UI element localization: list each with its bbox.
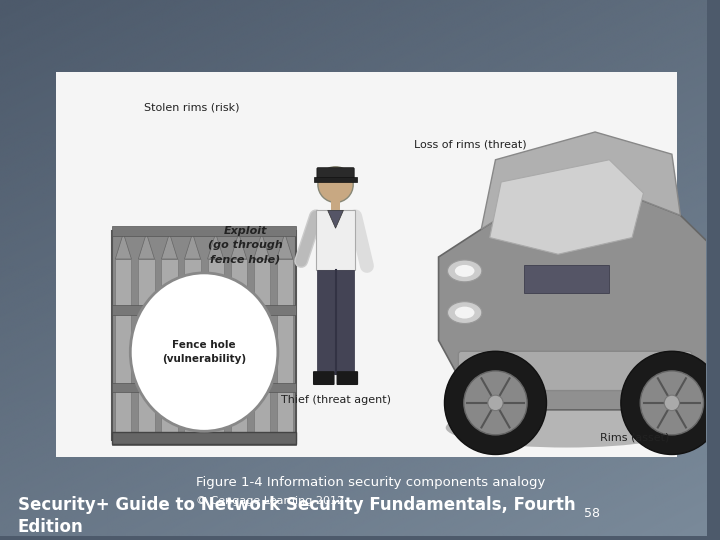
Text: Loss of rims (threat): Loss of rims (threat) (414, 140, 526, 150)
Bar (112, 306, 297, 315)
FancyBboxPatch shape (336, 371, 358, 385)
Bar (524, 265, 609, 293)
Bar (138, 259, 155, 436)
Bar (112, 435, 297, 444)
Bar (207, 259, 224, 436)
Polygon shape (161, 233, 178, 259)
Polygon shape (276, 233, 293, 259)
Polygon shape (184, 233, 201, 259)
Polygon shape (438, 187, 720, 410)
Circle shape (621, 352, 720, 455)
Bar (230, 259, 247, 436)
FancyBboxPatch shape (316, 211, 355, 270)
Polygon shape (230, 233, 247, 259)
FancyBboxPatch shape (317, 168, 354, 181)
Polygon shape (138, 233, 155, 259)
Bar (184, 259, 201, 436)
Bar (330, 200, 341, 211)
Ellipse shape (130, 273, 278, 431)
Polygon shape (328, 211, 343, 228)
Polygon shape (481, 132, 680, 229)
Text: Exploit
(go through
fence hole): Exploit (go through fence hole) (208, 226, 283, 264)
Ellipse shape (455, 307, 474, 319)
Bar (112, 226, 297, 236)
Text: 58: 58 (584, 507, 600, 520)
Ellipse shape (448, 260, 482, 282)
Circle shape (318, 167, 354, 202)
Text: Fence hole
(vulnerability): Fence hole (vulnerability) (162, 340, 246, 364)
Bar (317, 270, 354, 374)
Polygon shape (490, 160, 644, 254)
Polygon shape (253, 233, 270, 259)
Circle shape (665, 395, 680, 410)
Bar (161, 259, 178, 436)
Bar (253, 259, 270, 436)
Bar (112, 431, 297, 443)
Circle shape (488, 395, 503, 410)
FancyBboxPatch shape (313, 371, 335, 385)
Circle shape (464, 371, 527, 435)
Ellipse shape (455, 265, 474, 277)
Bar (112, 231, 297, 440)
FancyBboxPatch shape (459, 352, 692, 390)
Text: Rims (asset): Rims (asset) (600, 433, 669, 443)
Polygon shape (115, 233, 132, 259)
Text: Security+ Guide to Network Security Fundamentals, Fourth: Security+ Guide to Network Security Fund… (18, 496, 575, 514)
Text: © Cengage Learning 2012: © Cengage Learning 2012 (197, 496, 344, 506)
Text: Stolen rims (risk): Stolen rims (risk) (144, 102, 240, 112)
Bar (276, 259, 293, 436)
Circle shape (444, 352, 546, 455)
Circle shape (640, 371, 703, 435)
Bar (115, 259, 132, 436)
Text: Figure 1-4 Information security components analogy: Figure 1-4 Information security componen… (197, 476, 546, 489)
Bar (112, 382, 297, 393)
Ellipse shape (448, 302, 482, 323)
Ellipse shape (446, 408, 688, 448)
Bar (56, 72, 677, 457)
Bar (314, 177, 357, 181)
Text: Thief (threat agent): Thief (threat agent) (281, 395, 390, 405)
Text: Edition: Edition (18, 518, 84, 536)
Polygon shape (207, 233, 224, 259)
